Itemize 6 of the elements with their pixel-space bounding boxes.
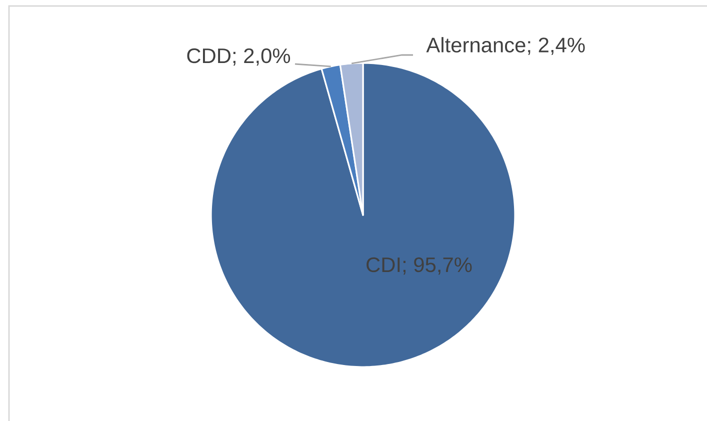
slice-label: CDI [366, 257, 400, 272]
data-label: ; 2,4% [528, 38, 585, 55]
slice-label: CDD [187, 48, 230, 64]
slice-label: Alternance [426, 37, 526, 52]
data-label: ; 95,7% [403, 257, 472, 275]
data-label: ; 2,0% [233, 48, 290, 66]
